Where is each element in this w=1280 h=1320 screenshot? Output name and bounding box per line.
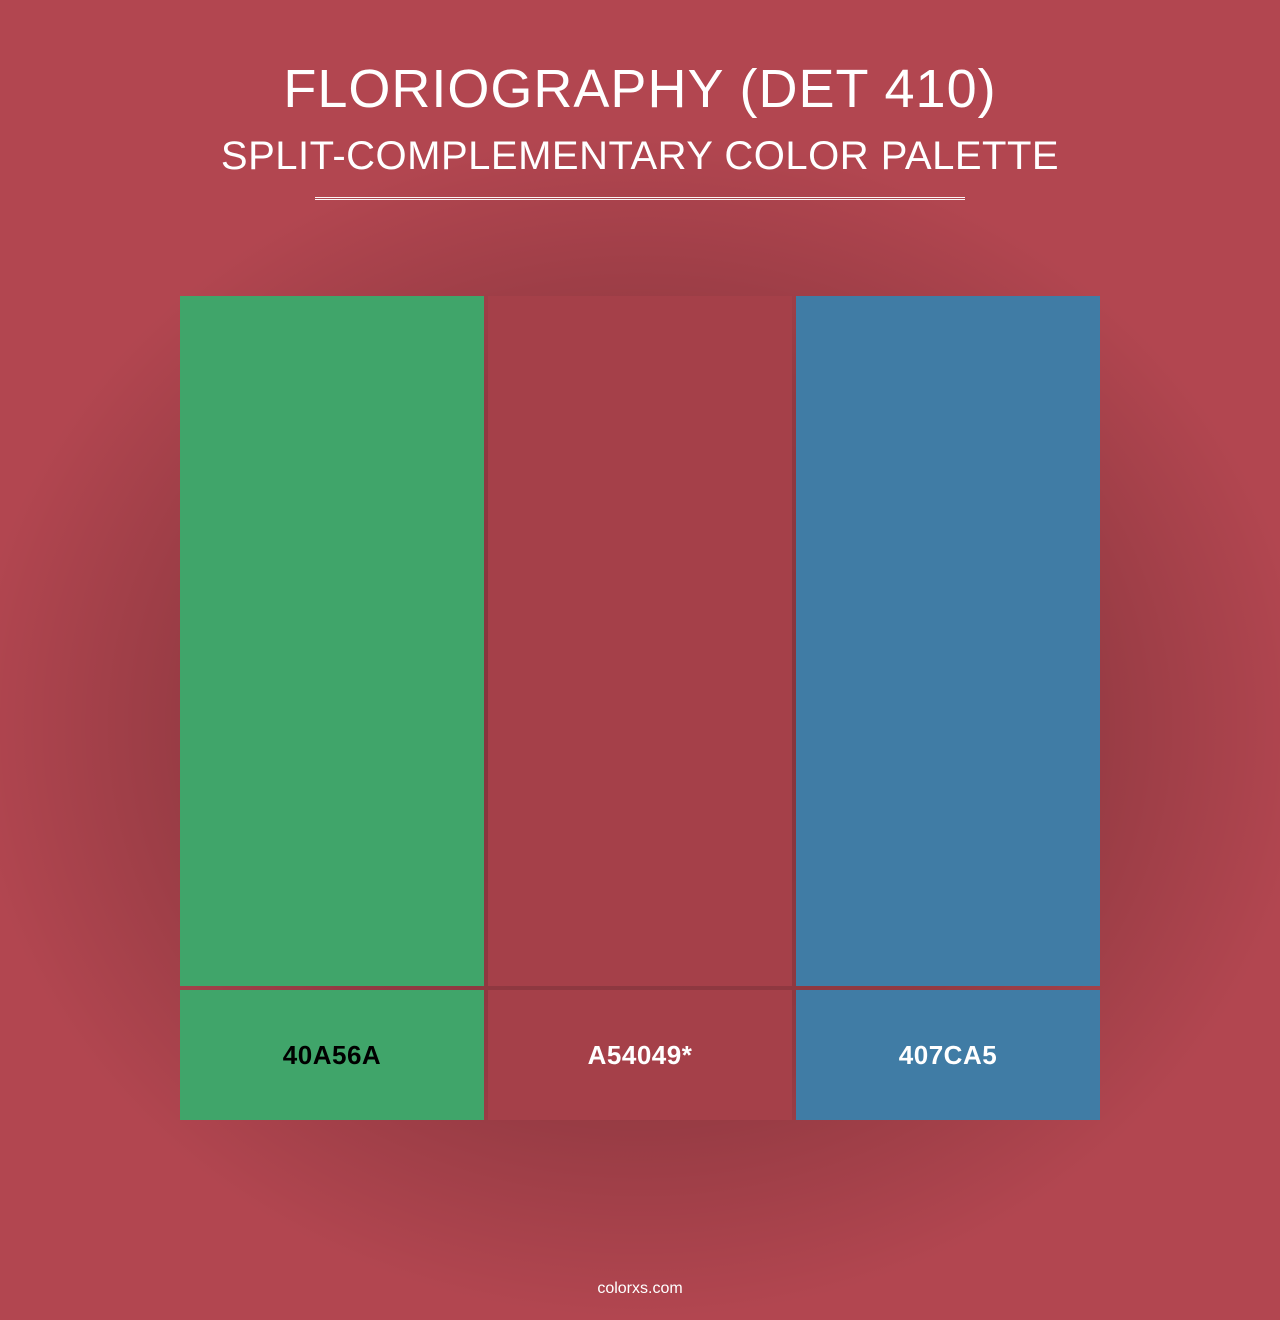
color-label: 40A56A xyxy=(180,990,484,1120)
palette-column: A54049* xyxy=(488,296,792,1120)
header-rule xyxy=(315,197,965,200)
color-hex-text: 407CA5 xyxy=(899,1040,997,1071)
footer-credit: colorxs.com xyxy=(0,1280,1280,1298)
color-label: 407CA5 xyxy=(796,990,1100,1120)
palette-column: 40A56A xyxy=(180,296,484,1120)
palette-column: 407CA5 xyxy=(796,296,1100,1120)
header: FLORIOGRAPHY (DET 410) SPLIT-COMPLEMENTA… xyxy=(0,0,1280,200)
color-swatch xyxy=(488,296,792,986)
page-title: FLORIOGRAPHY (DET 410) xyxy=(0,58,1280,120)
color-palette: 40A56A A54049* 407CA5 xyxy=(180,296,1100,1120)
color-hex-text: 40A56A xyxy=(283,1040,381,1071)
page-subtitle: SPLIT-COMPLEMENTARY COLOR PALETTE xyxy=(0,134,1280,179)
color-label: A54049* xyxy=(488,990,792,1120)
color-hex-text: A54049* xyxy=(588,1040,693,1071)
color-swatch xyxy=(796,296,1100,986)
color-swatch xyxy=(180,296,484,986)
